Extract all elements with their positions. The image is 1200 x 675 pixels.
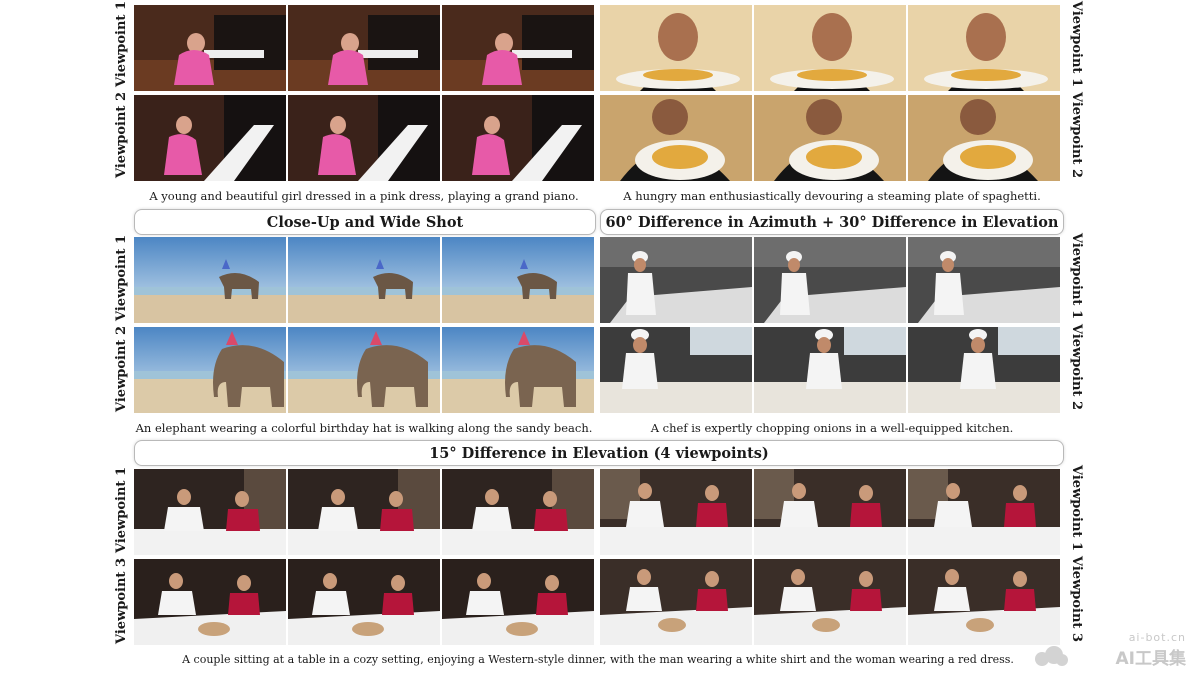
couple-vp1-frame-4 [600,469,752,555]
chef-vp2-frame-3 [908,327,1060,413]
couple-viewpoint-1-row-right [600,469,1060,555]
elephant-vp1-frame-3 [442,237,594,323]
couple-vp3-frame-5 [754,559,906,645]
azimuth-elevation-header: 60° Difference in Azimuth + 30° Differen… [600,209,1064,235]
couple-viewpoint-1-row-left [134,469,594,555]
elephant-viewpoint-2-label: Viewpoint 2 [114,326,129,412]
couple-viewpoint-3-row-right [600,559,1060,645]
piano-vp2-frame-3 [442,95,594,181]
chef-vp1-frame-1 [600,237,752,323]
couple-vp3-frame-1 [134,559,286,645]
couple-vp1-frame-1 [134,469,286,555]
piano-vp1-frame-1 [134,5,286,91]
spaghetti-vp2-frame-2 [754,95,906,181]
chef-vp1-frame-3 [908,237,1060,323]
spaghetti-vp2-frame-1 [600,95,752,181]
piano-viewpoint-1-row [134,5,594,91]
couple-viewpoint-3-label: Viewpoint 3 [114,558,129,644]
piano-viewpoint-2-row [134,95,594,181]
chef-viewpoint-1-row [600,237,1060,323]
piano-vp2-frame-2 [288,95,440,181]
elevation-4-viewpoints-header: 15° Difference in Elevation (4 viewpoint… [134,440,1064,466]
chef-vp2-frame-1 [600,327,752,413]
couple-vp1-frame-3 [442,469,594,555]
couple-viewpoint-1-label: Viewpoint 1 [114,467,129,553]
chef-vp2-frame-2 [754,327,906,413]
spaghetti-viewpoint-1-label: Viewpoint 1 [1069,1,1084,87]
piano-viewpoint-2-label: Viewpoint 2 [114,92,129,178]
couple-vp3-frame-3 [442,559,594,645]
spaghetti-vp1-frame-3 [908,5,1060,91]
couple-vp1-frame-6 [908,469,1060,555]
elephant-viewpoint-2-row [134,327,594,413]
couple-viewpoint-1-label-right: Viewpoint 1 [1069,465,1084,551]
elephant-viewpoint-1-row [134,237,594,323]
closeup-wide-shot-header: Close-Up and Wide Shot [134,209,596,235]
piano-vp2-frame-1 [134,95,286,181]
couple-caption: A couple sitting at a table in a cozy se… [182,653,1014,666]
piano-vp1-frame-2 [288,5,440,91]
couple-vp1-frame-2 [288,469,440,555]
elephant-vp2-frame-3 [442,327,594,413]
spaghetti-viewpoint-2-label: Viewpoint 2 [1069,92,1084,178]
spaghetti-vp1-frame-1 [600,5,752,91]
piano-vp1-frame-3 [442,5,594,91]
couple-vp3-frame-2 [288,559,440,645]
elephant-caption: An elephant wearing a colorful birthday … [135,421,593,435]
chef-caption: A chef is expertly chopping onions in a … [650,421,1014,435]
elephant-vp1-frame-2 [288,237,440,323]
spaghetti-viewpoint-2-row [600,95,1060,181]
watermark-logo-icon [1035,646,1068,666]
piano-caption: A young and beautiful girl dressed in a … [149,189,579,203]
elephant-vp1-frame-1 [134,237,286,323]
watermark: ai-bot.cn AI工具集 [1116,631,1186,669]
couple-vp3-frame-4 [600,559,752,645]
watermark-domain: ai-bot.cn [1128,631,1186,644]
watermark-name: AI工具集 [1115,649,1186,669]
chef-viewpoint-1-label: Viewpoint 1 [1069,233,1084,319]
chef-viewpoint-2-label: Viewpoint 2 [1069,324,1084,410]
chef-vp1-frame-2 [754,237,906,323]
couple-viewpoint-3-label-right: Viewpoint 3 [1069,556,1084,642]
spaghetti-vp2-frame-3 [908,95,1060,181]
couple-vp3-frame-6 [908,559,1060,645]
elephant-vp2-frame-2 [288,327,440,413]
spaghetti-caption: A hungry man enthusiastically devouring … [623,189,1041,203]
elephant-viewpoint-1-label: Viewpoint 1 [114,235,129,321]
couple-vp1-frame-5 [754,469,906,555]
spaghetti-viewpoint-1-row [600,5,1060,91]
elephant-vp2-frame-1 [134,327,286,413]
chef-viewpoint-2-row [600,327,1060,413]
piano-viewpoint-1-label: Viewpoint 1 [114,1,129,87]
couple-viewpoint-3-row-left [134,559,594,645]
spaghetti-vp1-frame-2 [754,5,906,91]
